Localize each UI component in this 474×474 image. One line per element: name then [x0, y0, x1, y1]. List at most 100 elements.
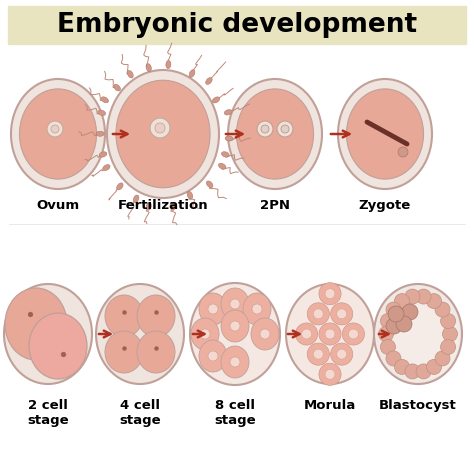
- Ellipse shape: [133, 195, 139, 203]
- Circle shape: [230, 321, 240, 331]
- Ellipse shape: [103, 164, 110, 171]
- Circle shape: [281, 125, 289, 133]
- Ellipse shape: [387, 298, 459, 380]
- Circle shape: [325, 369, 335, 379]
- Circle shape: [440, 339, 456, 355]
- Ellipse shape: [170, 202, 175, 210]
- Circle shape: [51, 125, 59, 133]
- Text: Fertilization: Fertilization: [118, 199, 208, 212]
- Text: 4 cell
stage: 4 cell stage: [119, 399, 161, 427]
- Ellipse shape: [11, 79, 105, 189]
- Circle shape: [337, 309, 346, 319]
- Circle shape: [296, 323, 318, 345]
- Circle shape: [277, 121, 293, 137]
- Text: 2PN: 2PN: [260, 199, 290, 212]
- Ellipse shape: [96, 131, 104, 136]
- Ellipse shape: [206, 181, 213, 188]
- Circle shape: [319, 283, 341, 305]
- Circle shape: [313, 309, 323, 319]
- Text: Embryonic development: Embryonic development: [57, 12, 417, 38]
- Ellipse shape: [199, 293, 227, 325]
- Circle shape: [331, 303, 353, 325]
- Ellipse shape: [251, 318, 279, 350]
- Circle shape: [379, 327, 393, 341]
- Ellipse shape: [224, 109, 232, 115]
- Ellipse shape: [107, 70, 219, 198]
- Text: Ovum: Ovum: [36, 199, 80, 212]
- Circle shape: [348, 329, 358, 339]
- Ellipse shape: [346, 89, 424, 179]
- Ellipse shape: [187, 191, 193, 199]
- Text: 2 cell
stage: 2 cell stage: [27, 399, 69, 427]
- Ellipse shape: [98, 110, 106, 116]
- Circle shape: [342, 323, 365, 345]
- FancyBboxPatch shape: [8, 6, 466, 44]
- Ellipse shape: [4, 284, 92, 384]
- Ellipse shape: [199, 340, 227, 372]
- Ellipse shape: [225, 136, 233, 141]
- Circle shape: [325, 289, 335, 299]
- Circle shape: [443, 327, 457, 341]
- Ellipse shape: [137, 331, 175, 373]
- Circle shape: [260, 329, 270, 339]
- Ellipse shape: [19, 89, 97, 179]
- Circle shape: [200, 329, 210, 339]
- Ellipse shape: [221, 346, 249, 378]
- Circle shape: [331, 343, 353, 365]
- Circle shape: [381, 339, 395, 355]
- Ellipse shape: [338, 79, 432, 189]
- Circle shape: [435, 302, 450, 317]
- Ellipse shape: [237, 89, 313, 179]
- Circle shape: [416, 289, 431, 304]
- Circle shape: [386, 351, 401, 366]
- Ellipse shape: [105, 331, 143, 373]
- Circle shape: [325, 329, 335, 339]
- Circle shape: [252, 304, 262, 314]
- Ellipse shape: [191, 318, 219, 350]
- Circle shape: [386, 302, 401, 317]
- Ellipse shape: [221, 288, 249, 320]
- Ellipse shape: [137, 295, 175, 337]
- Ellipse shape: [190, 283, 280, 385]
- Circle shape: [230, 299, 240, 309]
- Circle shape: [405, 289, 420, 304]
- Circle shape: [398, 147, 408, 157]
- Circle shape: [47, 121, 63, 137]
- Ellipse shape: [116, 80, 210, 188]
- Ellipse shape: [212, 97, 219, 103]
- Circle shape: [396, 316, 412, 332]
- Circle shape: [155, 123, 165, 133]
- Circle shape: [427, 293, 441, 309]
- Circle shape: [150, 118, 170, 138]
- Ellipse shape: [146, 64, 151, 72]
- Circle shape: [416, 364, 431, 379]
- Ellipse shape: [166, 61, 171, 69]
- Circle shape: [313, 349, 323, 359]
- Circle shape: [402, 304, 418, 320]
- Circle shape: [392, 308, 408, 324]
- Circle shape: [307, 343, 329, 365]
- Ellipse shape: [206, 78, 212, 84]
- Circle shape: [386, 318, 402, 334]
- Text: Zygote: Zygote: [359, 199, 411, 212]
- Ellipse shape: [117, 183, 123, 190]
- Circle shape: [307, 303, 329, 325]
- Circle shape: [257, 121, 273, 137]
- Circle shape: [388, 306, 404, 322]
- Ellipse shape: [101, 97, 109, 103]
- Ellipse shape: [128, 71, 133, 78]
- Circle shape: [405, 364, 420, 379]
- Text: Morula: Morula: [304, 399, 356, 412]
- Circle shape: [440, 313, 456, 328]
- Ellipse shape: [189, 70, 195, 77]
- Circle shape: [435, 351, 450, 366]
- Ellipse shape: [243, 293, 271, 325]
- Circle shape: [337, 349, 346, 359]
- Ellipse shape: [146, 202, 151, 210]
- Circle shape: [319, 323, 341, 345]
- Circle shape: [261, 125, 269, 133]
- Ellipse shape: [286, 284, 374, 384]
- Circle shape: [319, 363, 341, 385]
- Circle shape: [301, 329, 311, 339]
- Circle shape: [208, 351, 218, 361]
